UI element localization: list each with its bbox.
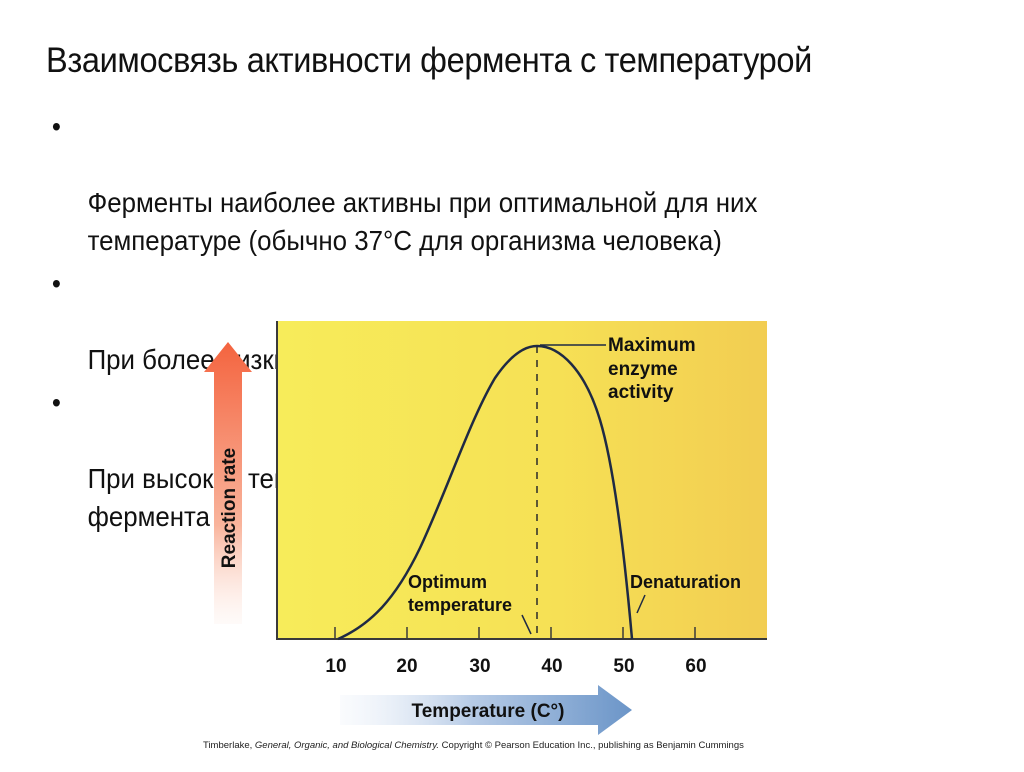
bullet-marker: • (51, 268, 61, 299)
bullet-marker: • (51, 111, 61, 142)
svg-text:40: 40 (541, 656, 562, 677)
optimum-temperature-label: Optimum (408, 572, 487, 592)
max-activity-label: enzyme (608, 359, 678, 380)
credit-copyright: Copyright © Pearson Education Inc., publ… (439, 740, 744, 751)
x-axis-ticks (334, 627, 696, 639)
bullet-text: Ферменты наиболее активны при оптимально… (87, 187, 758, 256)
max-activity-label: activity (608, 382, 674, 403)
svg-text:10: 10 (325, 656, 346, 677)
credit-author: Timberlake, (203, 740, 255, 751)
denaturation-leader-line (636, 594, 646, 614)
denaturation-label: Denaturation (630, 572, 741, 592)
max-activity-label: Maximum (608, 335, 696, 356)
svg-text:20: 20 (396, 656, 417, 677)
svg-text:50: 50 (613, 656, 634, 677)
optimum-temperature-label: temperature (408, 595, 512, 615)
y-axis-arrow-icon (204, 342, 252, 624)
x-axis-label: Temperature (C°) (412, 701, 565, 722)
x-axis-arrow-icon (340, 685, 632, 735)
bullet-marker: • (51, 387, 61, 418)
source-credit: Timberlake, General, Organic, and Biolog… (203, 740, 744, 751)
svg-text:30: 30 (469, 656, 490, 677)
bullet-item: • Ферменты наиболее активны при оптималь… (50, 108, 952, 260)
activity-curve (337, 344, 634, 641)
plot-area (277, 321, 767, 639)
y-axis-label: Reaction rate (219, 448, 240, 568)
slide-title: Взаимосвязь активности фермента с темпер… (46, 41, 812, 80)
optimum-leader-line (521, 614, 532, 635)
credit-book: General, Organic, and Biological Chemist… (254, 740, 440, 751)
x-tick-labels: 10 20 30 40 50 60 (325, 656, 706, 677)
svg-text:60: 60 (685, 656, 706, 677)
